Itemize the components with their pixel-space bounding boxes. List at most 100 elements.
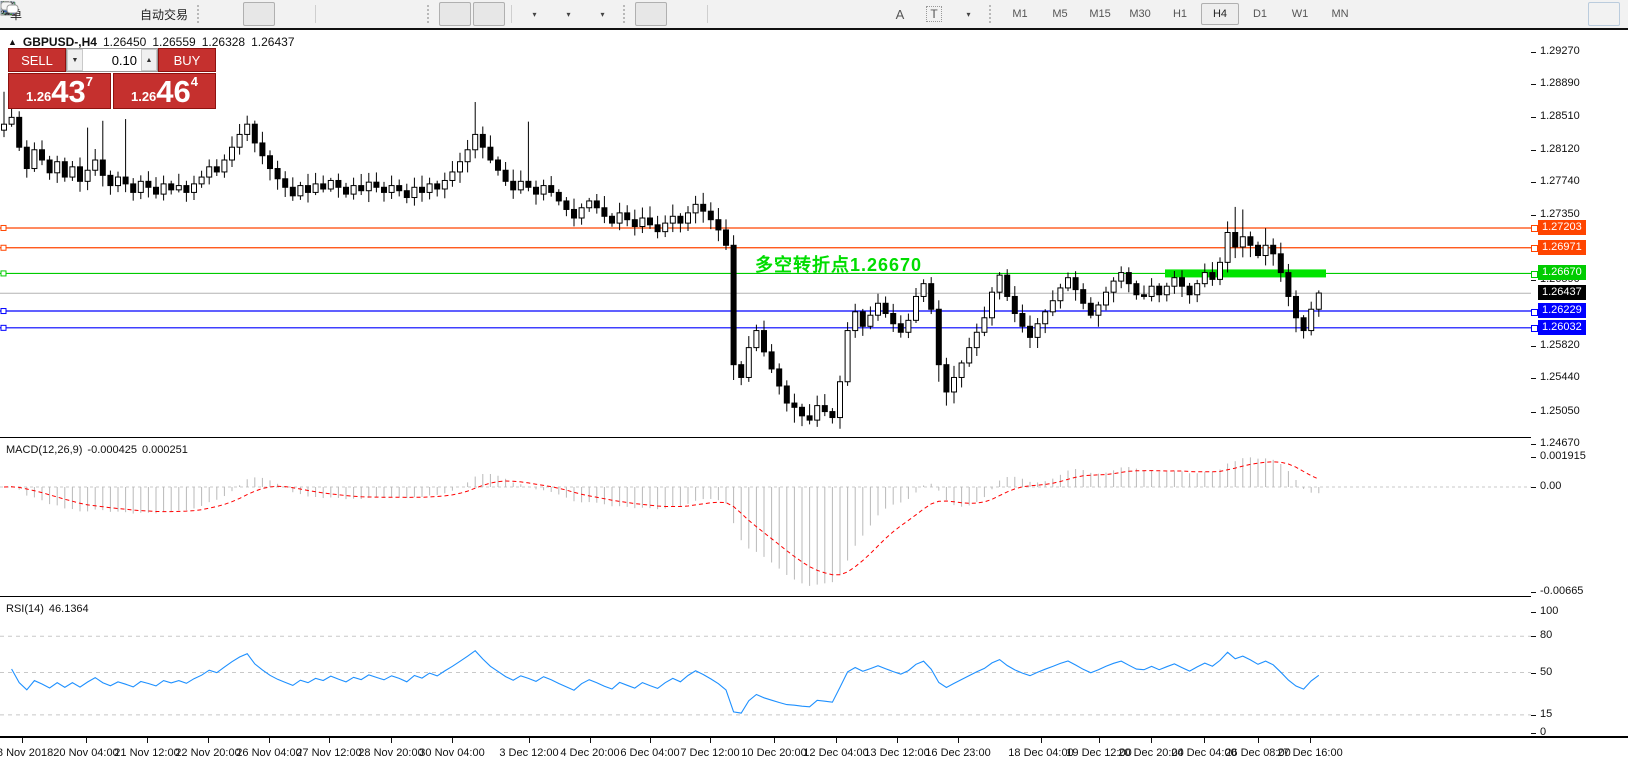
candlestick <box>821 394 828 417</box>
candlestick <box>1224 221 1231 273</box>
time-tick-mark <box>650 738 651 743</box>
cursor-button[interactable] <box>3 1 668 26</box>
macd-scale-label: -0.00665 <box>1540 584 1584 597</box>
zoom-in-button[interactable] <box>2 2 354 26</box>
line-anchor-handle[interactable] <box>1531 308 1538 316</box>
candlestick-chart-button[interactable] <box>1 1 276 26</box>
timeframe-mn[interactable]: MN <box>1331 8 1349 20</box>
volume-input[interactable] <box>83 49 141 71</box>
timeframe-h4[interactable]: H4 <box>1201 3 1240 25</box>
candlestick <box>1262 228 1269 266</box>
search-button[interactable] <box>1 1 1586 26</box>
time-tick-mark <box>897 738 898 743</box>
timeframe-w1[interactable]: W1 <box>1291 8 1309 20</box>
line-anchor-handle[interactable] <box>1531 225 1538 233</box>
candlestick <box>23 140 30 178</box>
candlestick <box>867 306 874 330</box>
chart-shift-button[interactable] <box>1 1 506 26</box>
new-chart-button[interactable]: ▾ <box>0 1 550 26</box>
zoom-out-button[interactable] <box>2 2 388 26</box>
line-anchor-handle <box>0 270 7 277</box>
horizontal-line-button[interactable] <box>1 2 780 26</box>
line-anchor-handle[interactable] <box>1531 270 1538 278</box>
timeframe-m15[interactable]: M15 <box>1089 8 1111 20</box>
line-anchor-handle[interactable] <box>1531 245 1538 253</box>
time-tick-label: 16 Dec 23:00 <box>925 747 991 759</box>
time-tick-mark <box>1041 738 1042 743</box>
rsi-scale-label: 80 <box>1540 629 1553 642</box>
text-label-icon: T <box>926 6 942 22</box>
candlestick <box>1011 286 1018 323</box>
volume-decrease-button[interactable]: ▼ <box>67 49 83 71</box>
candlestick <box>77 157 83 192</box>
tile-windows-button[interactable] <box>1 2 422 26</box>
collapse-triangle-icon[interactable]: ▲ <box>8 37 17 47</box>
candlestick <box>753 324 760 352</box>
price-axis[interactable]: 1.29270 1.28890 1.28510 1.28120 1.27740 1.273… <box>1531 30 1628 738</box>
timeframe-h1[interactable]: H1 <box>1172 8 1188 20</box>
buy-price-button[interactable]: 1.26 46 4 <box>113 73 216 109</box>
timeframe-m5[interactable]: M5 <box>1052 8 1068 20</box>
channel-button[interactable]: E <box>0 1 848 26</box>
candlestick <box>472 102 479 159</box>
toolbar-handle <box>197 5 204 23</box>
candlestick <box>381 181 387 202</box>
crosshair-button[interactable] <box>1 1 701 26</box>
line-chart-button[interactable] <box>0 1 309 26</box>
candlestick <box>548 176 555 197</box>
indicators-button[interactable]: ▾ <box>0 1 618 26</box>
line-anchor-handle[interactable] <box>1531 325 1538 333</box>
rsi-line <box>11 649 1320 714</box>
text-button[interactable]: A <box>884 2 916 26</box>
candlestick <box>320 175 327 193</box>
trendline-button[interactable] <box>1 1 814 26</box>
candlestick <box>1118 266 1125 289</box>
candlestick <box>783 380 790 412</box>
price-level-badge: 1.27203 <box>1538 219 1586 235</box>
volume-increase-button[interactable]: ▲ <box>141 49 157 71</box>
line-anchor-handle <box>0 324 7 331</box>
time-tick-mark <box>208 738 209 743</box>
candlestick <box>168 180 175 195</box>
buy-button[interactable]: BUY <box>158 48 216 72</box>
sell-button[interactable]: SELL <box>8 48 66 72</box>
macd-pane: MACD(12,26,9) -0.000425 0.000251 <box>0 441 1532 596</box>
bar-chart-button[interactable] <box>1 2 241 26</box>
text-label-button[interactable]: T <box>918 2 950 26</box>
candlestick <box>913 287 919 323</box>
axis-tick-mark <box>1531 672 1536 674</box>
candlestick <box>571 198 577 227</box>
candlestick <box>1194 279 1201 303</box>
price-tick-label: 1.25050 <box>1540 404 1580 417</box>
sell-price-button[interactable]: 1.26 43 7 <box>8 73 111 109</box>
history-center-button[interactable] <box>1 2 66 26</box>
period-button[interactable]: ▾ <box>1 1 584 26</box>
fibonacci-button[interactable]: F <box>1 2 882 26</box>
candlestick <box>259 131 266 165</box>
line-anchor-handle <box>0 224 7 231</box>
autotrading-label: 自动交易 <box>140 7 189 22</box>
chat-button[interactable] <box>0 1 1620 26</box>
candlestick <box>464 139 471 173</box>
time-tick-label: 10 Dec 20:00 <box>741 747 807 759</box>
candlestick <box>153 177 159 199</box>
candlestick <box>130 178 137 201</box>
candlestick <box>244 115 251 142</box>
candlestick <box>928 277 935 315</box>
timeframe-d1[interactable]: D1 <box>1252 8 1268 20</box>
price-chart-pane[interactable]: ▲ GBPUSD-,H4 1.26450 1.26559 1.26328 1.2… <box>0 30 1532 437</box>
candlestick <box>495 156 501 176</box>
timeframe-m30[interactable]: M30 <box>1129 8 1151 20</box>
candlestick <box>31 142 38 172</box>
candlestick <box>533 180 539 205</box>
candlestick <box>525 121 532 192</box>
autotrading-button[interactable]: 自动交易 <box>2 1 192 26</box>
signals-button[interactable] <box>1 2 134 26</box>
arrows-button[interactable]: ▾ <box>3 2 984 26</box>
vertical-line-button[interactable] <box>5 1 746 26</box>
auto-scroll-button[interactable] <box>1 1 472 26</box>
timeframe-m1[interactable]: M1 <box>1012 8 1028 20</box>
ohlc-high: 1.26559 <box>152 35 196 49</box>
profile-button[interactable] <box>0 1 100 26</box>
